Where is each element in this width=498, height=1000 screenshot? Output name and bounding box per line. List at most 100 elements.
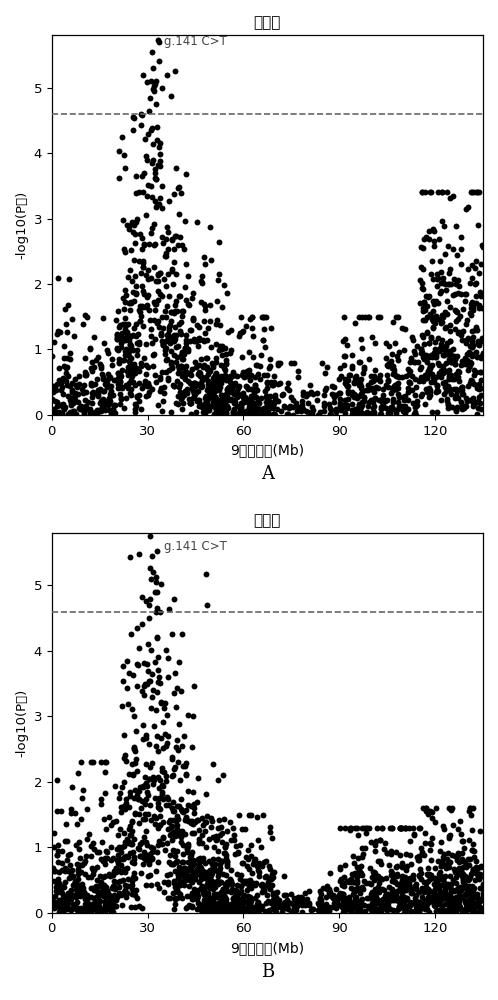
Point bbox=[473, 861, 481, 877]
Point bbox=[95, 844, 103, 860]
Point bbox=[126, 626, 134, 642]
Point bbox=[128, 362, 136, 378]
Point bbox=[166, 866, 174, 882]
Point bbox=[158, 80, 166, 96]
Point bbox=[78, 876, 86, 892]
Point bbox=[100, 853, 108, 869]
Point bbox=[449, 899, 457, 915]
Point bbox=[329, 890, 337, 906]
Point bbox=[215, 342, 223, 358]
Point bbox=[143, 778, 151, 794]
Point bbox=[121, 861, 128, 877]
Text: A: A bbox=[261, 465, 274, 483]
Point bbox=[81, 350, 89, 366]
Point bbox=[434, 184, 442, 200]
Point bbox=[201, 298, 209, 314]
Point bbox=[154, 649, 162, 665]
Point bbox=[75, 400, 83, 416]
Point bbox=[243, 902, 251, 918]
Point bbox=[131, 899, 139, 915]
Point bbox=[437, 903, 445, 919]
Point bbox=[73, 406, 81, 422]
Point bbox=[180, 346, 188, 362]
Point bbox=[199, 359, 207, 375]
Point bbox=[63, 894, 71, 910]
Point bbox=[152, 863, 160, 879]
Point bbox=[411, 354, 419, 370]
Point bbox=[82, 848, 90, 864]
Point bbox=[208, 384, 216, 400]
Point bbox=[214, 369, 222, 385]
Point bbox=[401, 875, 409, 891]
Point bbox=[128, 854, 136, 870]
Point bbox=[268, 892, 276, 908]
Point bbox=[271, 390, 279, 406]
Point bbox=[420, 302, 428, 318]
Point bbox=[316, 891, 324, 907]
Point bbox=[431, 898, 439, 914]
Point bbox=[374, 309, 382, 325]
Point bbox=[98, 399, 106, 415]
Point bbox=[228, 884, 236, 900]
Point bbox=[456, 813, 464, 829]
Point bbox=[415, 904, 423, 920]
Point bbox=[216, 890, 224, 906]
Point bbox=[417, 865, 425, 881]
Point bbox=[240, 394, 248, 410]
Point bbox=[51, 899, 59, 915]
Point bbox=[472, 322, 480, 338]
Point bbox=[439, 902, 447, 918]
Point bbox=[449, 817, 457, 833]
Point bbox=[192, 359, 200, 375]
Point bbox=[105, 370, 113, 386]
Point bbox=[465, 878, 473, 894]
Point bbox=[210, 406, 218, 422]
Point bbox=[184, 341, 192, 357]
Point bbox=[209, 896, 217, 912]
Point bbox=[428, 890, 436, 906]
Point bbox=[193, 794, 201, 810]
Point bbox=[416, 372, 424, 388]
Point bbox=[206, 870, 214, 886]
Point bbox=[252, 402, 260, 418]
Point bbox=[429, 870, 437, 886]
Point bbox=[387, 399, 395, 415]
Point bbox=[181, 340, 189, 356]
Point bbox=[209, 881, 217, 897]
Point bbox=[203, 597, 211, 613]
Point bbox=[372, 890, 380, 906]
Point bbox=[98, 875, 106, 891]
Point bbox=[216, 865, 224, 881]
Point bbox=[214, 772, 222, 788]
Point bbox=[165, 362, 173, 378]
Point bbox=[129, 766, 137, 782]
Point bbox=[247, 894, 254, 910]
Point bbox=[99, 869, 107, 885]
Point bbox=[164, 601, 172, 617]
Point bbox=[158, 364, 166, 380]
Point bbox=[209, 893, 217, 909]
Point bbox=[232, 893, 240, 909]
Point bbox=[105, 397, 113, 413]
Point bbox=[169, 856, 177, 872]
Point bbox=[114, 855, 122, 871]
Point bbox=[230, 897, 238, 913]
Point bbox=[271, 899, 279, 915]
Point bbox=[186, 868, 194, 884]
Point bbox=[148, 120, 156, 136]
Point bbox=[385, 820, 393, 836]
Point bbox=[389, 382, 397, 398]
Point bbox=[151, 76, 159, 92]
Point bbox=[374, 869, 382, 885]
Point bbox=[209, 829, 217, 845]
Point bbox=[402, 401, 410, 417]
Point bbox=[447, 354, 455, 370]
Point bbox=[255, 902, 263, 918]
Point bbox=[459, 872, 467, 888]
Point bbox=[406, 363, 414, 379]
Point bbox=[54, 894, 62, 910]
Point bbox=[357, 865, 365, 881]
Point bbox=[266, 881, 274, 897]
Point bbox=[158, 200, 166, 216]
Point bbox=[469, 800, 477, 816]
